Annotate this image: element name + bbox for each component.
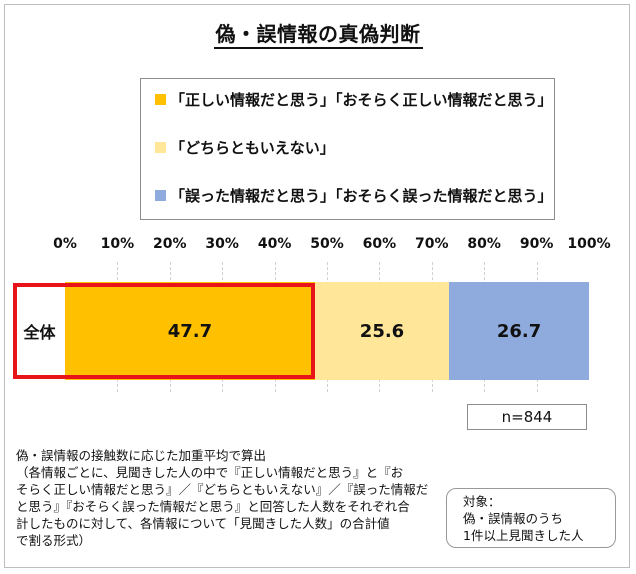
legend-item-correct: 「正しい情報だと思う」「おそらく正しい情報だと思う」 bbox=[155, 89, 553, 110]
target-line: 1件以上見聞きした人 bbox=[463, 528, 584, 543]
stacked-bar: 47.7 25.6 26.7 bbox=[65, 282, 589, 380]
legend-label-wrong: 「誤った情報だと思う」「おそらく誤った情報だと思う」 bbox=[170, 187, 553, 205]
x-tick-label: 60% bbox=[362, 236, 397, 252]
note-line: 偽・誤情報の接触数に応じた加重平均で算出 bbox=[16, 448, 267, 463]
legend-swatch-neutral bbox=[155, 142, 166, 153]
target-line: 偽・誤情報のうち bbox=[463, 511, 564, 526]
chart-title: 偽・誤情報の真偽判断 bbox=[0, 18, 636, 49]
legend-swatch-wrong bbox=[155, 190, 166, 201]
sample-size-box: n=844 bbox=[467, 404, 587, 430]
note-line: 計したものに対して、各情報について「見聞きした人数」の合計値 bbox=[16, 516, 390, 531]
note-line: と思う』『おそらく誤った情報だと思う』と回答した人数をそれぞれ合 bbox=[16, 499, 410, 514]
x-tick-label: 30% bbox=[205, 236, 239, 252]
data-label: 47.7 bbox=[167, 320, 213, 342]
bar-segment-2: 25.6 bbox=[314, 282, 450, 380]
bar-segment-3: 26.7 bbox=[449, 282, 589, 380]
x-tick-label: 40% bbox=[257, 236, 292, 252]
target-line: 対象： bbox=[463, 494, 501, 509]
x-tick-label: 100% bbox=[567, 236, 611, 252]
note-line: （各情報ごとに、見聞きした人の中で『正しい情報だと思う』と『お bbox=[16, 465, 404, 480]
x-tick-label: 50% bbox=[310, 236, 344, 252]
x-tick-label: 10% bbox=[100, 236, 135, 252]
x-tick-label: 90% bbox=[519, 236, 554, 252]
note-line: そらく正しい情報だと思う』／『どちらともいえない』／『誤った情報だ bbox=[16, 482, 429, 497]
legend-label-neutral: 「どちらともいえない」 bbox=[170, 139, 335, 157]
bar-segment-1: 47.7 bbox=[65, 282, 315, 380]
x-tick-label: 70% bbox=[415, 236, 449, 252]
data-label: 25.6 bbox=[359, 320, 405, 342]
x-tick-label: 20% bbox=[153, 236, 187, 252]
note-line: で割る形式） bbox=[16, 533, 92, 548]
data-label: 26.7 bbox=[496, 320, 542, 342]
target-box: 対象： 偽・誤情報のうち 1件以上見聞きした人 bbox=[446, 488, 616, 548]
legend-swatch-correct bbox=[155, 94, 166, 105]
method-note: 偽・誤情報の接触数に応じた加重平均で算出 （各情報ごとに、見聞きした人の中で『正… bbox=[16, 447, 429, 549]
legend-item-wrong: 「誤った情報だと思う」「おそらく誤った情報だと思う」 bbox=[155, 185, 553, 206]
category-label: 全体 bbox=[23, 323, 56, 342]
highlight-box bbox=[13, 283, 315, 379]
x-tick-label: 0% bbox=[53, 236, 77, 252]
legend-item-neutral: 「どちらともいえない」 bbox=[155, 137, 335, 158]
legend: 「正しい情報だと思う」「おそらく正しい情報だと思う」 「どちらともいえない」 「… bbox=[140, 78, 555, 220]
legend-label-correct: 「正しい情報だと思う」「おそらく正しい情報だと思う」 bbox=[170, 91, 553, 109]
x-tick-label: 80% bbox=[467, 236, 501, 252]
